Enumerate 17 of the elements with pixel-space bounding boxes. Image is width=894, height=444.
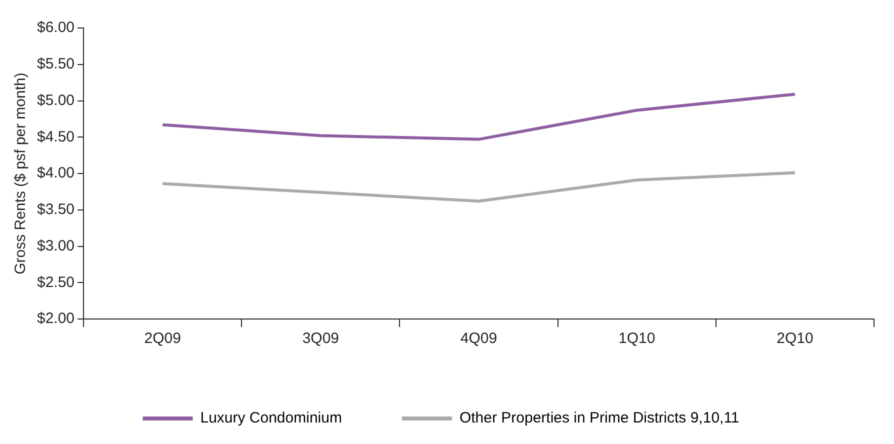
y-tick-label: $5.00 <box>36 92 75 109</box>
y-tick-label: $4.00 <box>36 164 75 182</box>
x-tick-label: 2Q09 <box>144 330 181 348</box>
x-tick-label: 4Q09 <box>460 330 498 348</box>
x-tick-label: 1Q10 <box>618 330 656 348</box>
x-tick-label: 3Q09 <box>302 330 340 348</box>
y-tick-label: $4.50 <box>36 128 75 146</box>
legend-label: Luxury Condominium <box>200 410 342 427</box>
y-tick-label: $3.00 <box>36 237 75 254</box>
y-tick-label: $6.00 <box>36 19 75 36</box>
y-tick-label: $3.50 <box>36 201 75 218</box>
y-tick-label: $2.00 <box>36 310 75 328</box>
y-tick-label: $2.50 <box>36 274 75 291</box>
legend-label: Other Properties in Prime Districts 9,10,11 <box>459 410 740 427</box>
y-axis-title: Gross Rents ($ psf per month) <box>12 72 30 274</box>
x-tick-label: 2Q10 <box>776 330 814 348</box>
y-tick-label: $5.50 <box>36 56 75 73</box>
